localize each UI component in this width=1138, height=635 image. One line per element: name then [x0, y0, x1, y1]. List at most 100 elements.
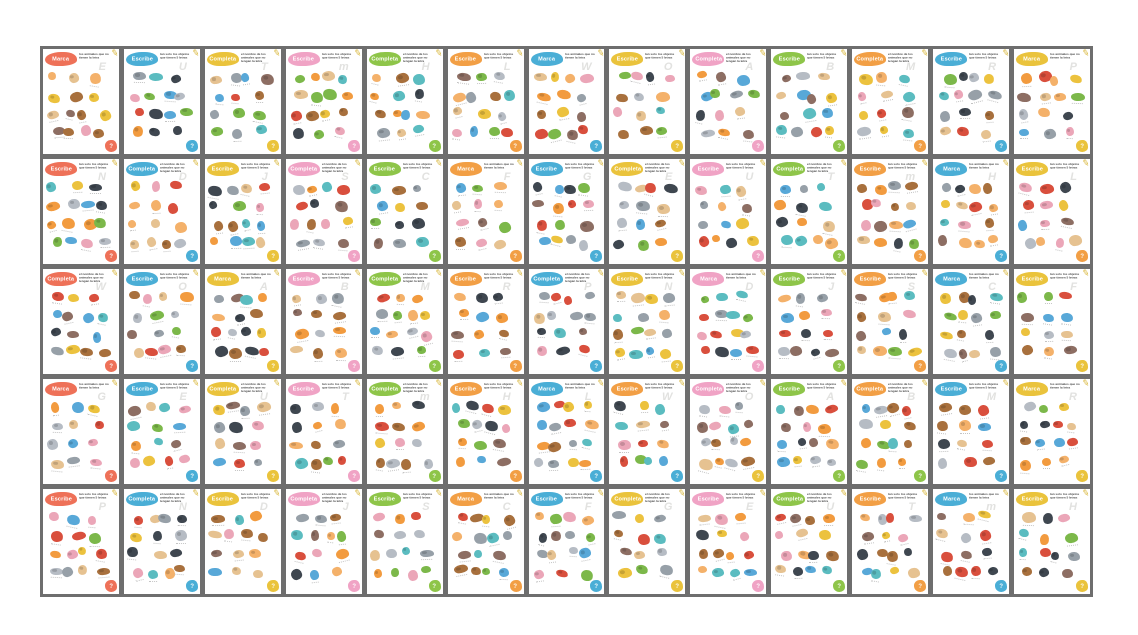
page-thumbnail[interactable]: Escribe tan solo los objetos que tienen … — [609, 269, 686, 374]
trace-letter: L — [1070, 171, 1079, 183]
page-type-badge: Completa — [773, 162, 806, 176]
page-thumbnail[interactable]: Completa el nombre de los animales que n… — [366, 269, 443, 374]
page-thumbnail[interactable]: Escribe tan solo los objetos que tienen … — [690, 489, 767, 594]
question-badge: ? — [104, 580, 117, 592]
page-thumbnail[interactable]: Completa el nombre de los animales que n… — [609, 159, 686, 264]
page-thumbnail[interactable]: Completa el nombre de los animales que n… — [366, 49, 443, 154]
question-mark: ? — [1080, 363, 1084, 369]
page-thumbnail[interactable]: Escribe tan solo los objetos que tienen … — [366, 489, 443, 594]
illustration-blob — [615, 92, 629, 103]
page-thumbnail[interactable]: Marca los animales que no tienen la letr… — [204, 269, 281, 374]
page-thumbnail[interactable]: Escribe tan solo los objetos que tienen … — [771, 269, 848, 374]
page-thumbnail[interactable]: Marca los animales que no tienen la letr… — [43, 49, 119, 154]
page-thumbnail[interactable]: Escribe tan solo los objetos que tienen … — [852, 269, 929, 374]
page-thumbnail[interactable]: Escribe tan solo los objetos que tienen … — [43, 489, 119, 594]
illustrations — [693, 511, 763, 587]
page-thumbnail[interactable]: Completa el nombre de los animales que n… — [285, 159, 362, 264]
page-thumbnail[interactable]: Completa el nombre de los animales que n… — [690, 379, 767, 484]
page-thumbnail[interactable]: Escribe tan solo los objetos que tienen … — [852, 489, 929, 594]
illustration-blob — [535, 345, 548, 357]
page-thumbnail[interactable]: Escribe tan solo los objetos que tienen … — [1014, 489, 1090, 594]
page-thumbnail[interactable]: Escribe tan solo los objetos que tienen … — [609, 379, 686, 484]
page-thumbnail[interactable]: Escribe tan solo los objetos que tienen … — [285, 269, 362, 374]
name-line — [957, 338, 965, 342]
page-thumbnail[interactable]: Completa el nombre de los animales que n… — [123, 489, 200, 594]
page-thumbnail[interactable]: Marca los animales que no tienen la letr… — [43, 379, 119, 484]
name-line — [134, 525, 142, 528]
name-line — [378, 139, 390, 142]
page-thumbnail[interactable]: Completa el nombre de los animales que n… — [528, 269, 605, 374]
illustration-blob — [980, 129, 992, 143]
illustration-detail — [324, 457, 329, 462]
page-thumbnail[interactable]: Completa el nombre de los animales que n… — [771, 159, 848, 264]
page-thumbnail[interactable]: Marca los animales que no tienen la letr… — [690, 269, 767, 374]
page-thumbnail[interactable]: Escribe tan solo los objetos que tienen … — [366, 159, 443, 264]
illustration-detail — [415, 90, 420, 96]
page-thumbnail[interactable]: Marca los animales que no tienen la letr… — [933, 269, 1010, 374]
name-line — [135, 578, 144, 582]
name-line — [1021, 121, 1029, 124]
page-thumbnail[interactable]: Completa el nombre de los animales que n… — [609, 489, 686, 594]
page-thumbnail[interactable]: Escribe tan solo los objetos que tienen … — [933, 379, 1010, 484]
page-thumbnail[interactable]: Marca los animales que no tienen la letr… — [1014, 379, 1090, 484]
page-thumbnail[interactable]: Completa el nombre de los animales que n… — [852, 49, 929, 154]
page-thumbnail[interactable]: Escribe tan solo los objetos que tienen … — [528, 489, 605, 594]
page-thumbnail[interactable]: Marca los animales que no tienen la letr… — [447, 159, 524, 264]
page-thumbnail[interactable]: Escribe tan solo los objetos que tienen … — [285, 49, 362, 154]
page-thumbnail[interactable]: Escribe tan solo los objetos que tienen … — [447, 269, 524, 374]
page-thumbnail[interactable]: Completa el nombre de los animales que n… — [366, 379, 443, 484]
question-badge: ? — [185, 140, 198, 152]
name-line — [551, 432, 562, 435]
name-line — [954, 578, 965, 582]
page-thumbnail[interactable]: Completa el nombre de los animales que n… — [690, 49, 767, 154]
page-thumbnail[interactable]: Completa el nombre de los animales que n… — [771, 489, 848, 594]
trace-letter: N — [178, 501, 189, 513]
page-thumbnail[interactable]: Escribe tan solo los objetos que tienen … — [447, 49, 524, 154]
page-thumbnail[interactable]: Escribe tan solo los objetos que tienen … — [852, 159, 929, 264]
page-thumbnail[interactable]: Escribe tan solo los objetos que tienen … — [123, 49, 200, 154]
illustration-blob — [634, 551, 646, 560]
page-thumbnail[interactable]: Completa el nombre de los animales que n… — [204, 379, 281, 484]
illustration-blob — [658, 563, 674, 580]
instruction-text: el nombre de los animales que no tengan … — [240, 383, 266, 394]
page-thumbnail[interactable]: Escribe tan solo los objetos que tienen … — [1014, 159, 1090, 264]
illustration-blob — [1060, 330, 1073, 342]
illustration-detail — [160, 514, 166, 520]
page-thumbnail[interactable]: Marca los animales que no tienen la letr… — [1014, 49, 1090, 154]
name-line — [695, 121, 703, 125]
illustration-detail — [827, 439, 834, 445]
page-thumbnail[interactable]: Escribe tan solo los objetos que tienen … — [933, 49, 1010, 154]
page-thumbnail[interactable]: Escribe tan solo los objetos que tienen … — [690, 159, 767, 264]
instruction-text: tan solo los objetos que tienen 5 letras — [645, 53, 675, 60]
page-thumbnail[interactable]: Escribe tan solo los objetos que tienen … — [609, 49, 686, 154]
page-thumbnail[interactable]: Escribe tan solo los objetos que tienen … — [123, 379, 200, 484]
illustration-blob — [394, 530, 407, 540]
page-thumbnail[interactable]: Marca los animales que no tienen la letr… — [933, 159, 1010, 264]
page-thumbnail[interactable]: Marca los animales que no tienen la letr… — [528, 379, 605, 484]
page-type-badge: Escribe — [45, 162, 77, 176]
illustration-blob — [210, 126, 224, 137]
question-badge: ? — [914, 580, 927, 592]
page-thumbnail[interactable]: Escribe tan solo los objetos que tienen … — [204, 159, 281, 264]
page-thumbnail[interactable]: Marca los animales que no tienen la letr… — [447, 489, 524, 594]
page-thumbnail[interactable]: Escribe tan solo los objetos que tienen … — [771, 379, 848, 484]
page-thumbnail[interactable]: Completa el nombre de los animales que n… — [204, 49, 281, 154]
page-thumbnail[interactable]: Escribe tan solo los objetos que tienen … — [285, 379, 362, 484]
page-thumbnail[interactable]: Completa el nombre de los animales que n… — [285, 489, 362, 594]
name-line — [581, 558, 591, 562]
illustration-detail — [236, 315, 241, 320]
page-thumbnail[interactable]: Escribe tan solo los objetos que tienen … — [1014, 269, 1090, 374]
illustration-detail — [407, 329, 413, 333]
page-thumbnail[interactable]: Marca los animales que no tienen la letr… — [528, 49, 605, 154]
page-thumbnail[interactable]: Completa el nombre de los animales que n… — [123, 159, 200, 264]
page-thumbnail[interactable]: Marca los animales que no tienen la letr… — [933, 489, 1010, 594]
page-thumbnail[interactable]: Escribe tan solo los objetos que tienen … — [447, 379, 524, 484]
page-thumbnail[interactable]: Escribe tan solo los objetos que tienen … — [43, 159, 119, 264]
page-thumbnail[interactable]: Escribe tan solo los objetos que tienen … — [528, 159, 605, 264]
page-thumbnail[interactable]: Completa el nombre de los animales que n… — [43, 269, 119, 374]
page-thumbnail[interactable]: Completa el nombre de los animales que n… — [852, 379, 929, 484]
page-thumbnail[interactable]: Escribe tan solo los objetos que tienen … — [123, 269, 200, 374]
name-line — [828, 104, 838, 107]
page-thumbnail[interactable]: Escribe tan solo los objetos que tienen … — [771, 49, 848, 154]
page-thumbnail[interactable]: Escribe tan solo los objetos que tienen … — [204, 489, 281, 594]
